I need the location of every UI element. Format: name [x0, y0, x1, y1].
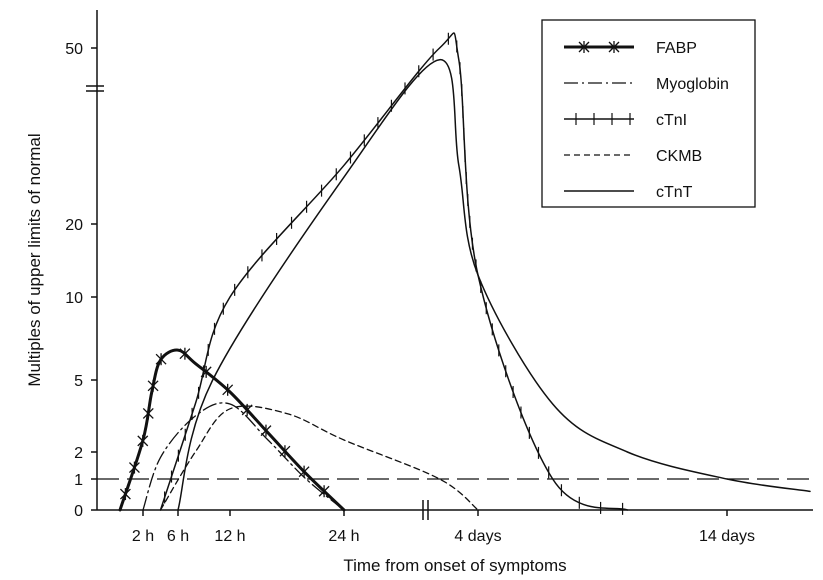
legend-box [541, 19, 756, 208]
series-ctnt-line [177, 58, 811, 511]
legend-label-fabp: FABP [656, 40, 697, 57]
x-tick-label: 6 h [167, 528, 189, 545]
x-tick-label: 2 h [132, 528, 154, 545]
y-tick-label: 5 [74, 373, 83, 390]
x-tick-label: 4 days [454, 528, 501, 545]
legend-label-ctnt: cTnT [656, 184, 693, 201]
y-tick-label: 10 [65, 290, 83, 307]
y-tick-label: 1 [74, 472, 83, 489]
series-fabp-line [118, 348, 346, 512]
y-tick-label: 0 [74, 503, 83, 520]
y-tick-label: 50 [65, 41, 83, 58]
legend-label-ckmb: CKMB [656, 148, 702, 165]
y-tick-label: 20 [65, 217, 83, 234]
x-tick-label: 24 h [328, 528, 359, 545]
x-axis-title: Time from onset of symptoms [343, 556, 566, 575]
series-myoglobin-line [142, 402, 345, 511]
y-axis-title: Multiples of upper limits of normal [25, 133, 44, 386]
x-tick-label: 12 h [214, 528, 245, 545]
legend-label-ctni: cTnI [656, 112, 687, 129]
y-tick-label: 2 [74, 445, 83, 462]
series-ckmb-line [159, 405, 479, 511]
legend-label-myoglobin: Myoglobin [656, 76, 729, 93]
x-tick-label: 14 days [699, 528, 755, 545]
series-ctni-line [159, 32, 629, 511]
